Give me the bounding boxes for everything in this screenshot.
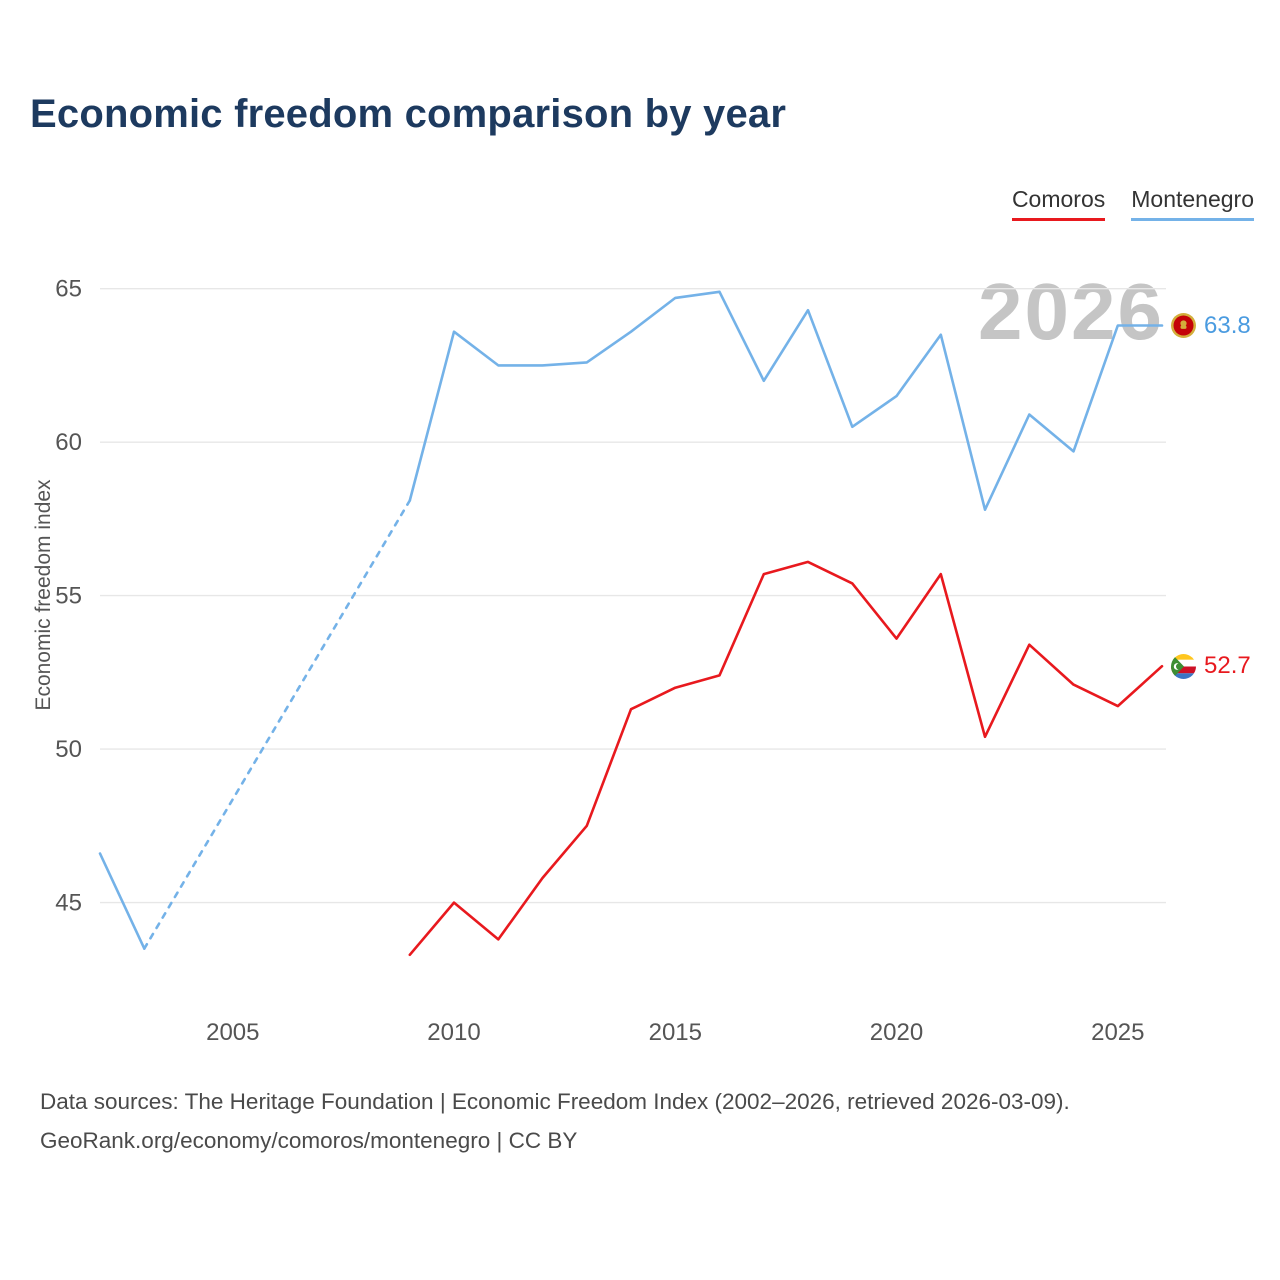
x-tick-label: 2025 [1091,1019,1144,1046]
y-tick-label: 55 [55,583,82,610]
series-line-montenegro [408,290,1164,512]
y-tick-label: 65 [55,276,82,303]
chart-canvas: 45 50 55 60 65 2005 2010 2015 2020 2025 [55,276,1166,1046]
x-tick-label: 2015 [649,1019,702,1046]
footer-attribution: Data sources: The Heritage Foundation | … [40,1082,1070,1160]
comoros-end-label: 52.7 [1170,652,1251,680]
montenegro-flag-icon [1171,313,1196,339]
montenegro-end-value: 63.8 [1204,311,1251,339]
montenegro-end-label: 63.8 [1170,312,1251,340]
x-tick-label: 2020 [870,1019,923,1046]
watermark-year: 2026 [978,267,1164,356]
y-tick-label: 50 [55,736,82,763]
legend-item-montenegro[interactable]: Montenegro [1131,186,1254,221]
series-line-montenegro [143,499,412,950]
x-tick-label: 2005 [206,1019,259,1046]
series-line-montenegro [98,852,146,950]
footer-line-1: Data sources: The Heritage Foundation | … [40,1089,1070,1114]
page-title: Economic freedom comparison by year [30,92,787,136]
footer-line-2: GeoRank.org/economy/comoros/montenegro |… [40,1128,578,1153]
comoros-end-value: 52.7 [1204,652,1251,680]
y-tick-label: 45 [55,890,82,917]
y-tick-label: 60 [55,429,82,456]
y-axis-title: Economic freedom index [32,479,55,711]
legend: Comoros Montenegro [1011,186,1254,221]
x-tick-label: 2010 [427,1019,480,1046]
legend-item-comoros[interactable]: Comoros [1011,186,1106,221]
series-line-comoros [408,560,1164,957]
comoros-flag-icon [1171,653,1196,679]
